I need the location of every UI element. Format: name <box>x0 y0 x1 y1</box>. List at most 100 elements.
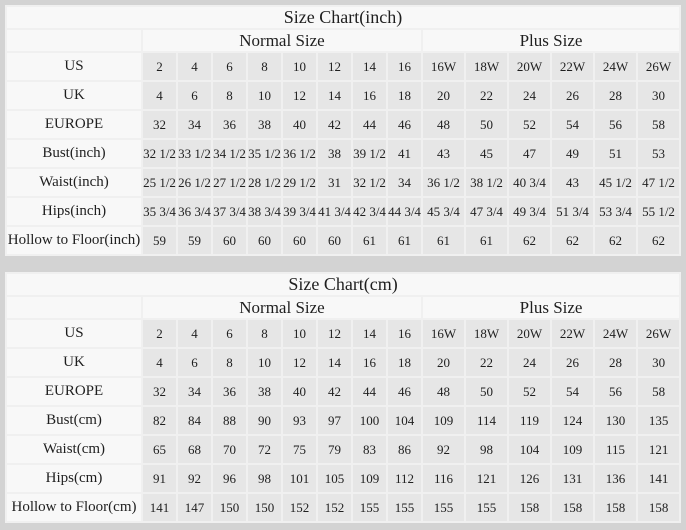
plus-size-value: 126 <box>509 465 550 492</box>
plus-size-value: 114 <box>466 407 507 434</box>
normal-size-value: 14 <box>318 82 351 109</box>
normal-size-value: 88 <box>213 407 246 434</box>
row-label: Waist(cm) <box>7 436 141 463</box>
normal-size-value: 2 <box>143 53 176 80</box>
table-body: US 2 4 6 8 10 12 14 16 16W 18W 20W 22W 24W 26W UK 4 6 8 10 1… <box>7 53 679 254</box>
plus-size-value: 26W <box>638 53 679 80</box>
plus-size-value: 26W <box>638 320 680 347</box>
table-row: US 2 4 6 8 10 12 14 16 16W 18W 20W 22W 24W 26W <box>7 320 680 347</box>
plus-size-value: 98 <box>466 436 507 463</box>
plus-size-value: 119 <box>509 407 550 434</box>
normal-size-value: 150 <box>213 494 246 521</box>
normal-size-value: 61 <box>388 227 421 254</box>
normal-size-value: 44 <box>353 111 386 138</box>
title-row: Size Chart(cm) <box>7 274 680 295</box>
plus-size-value: 26 <box>552 82 593 109</box>
normal-size-value: 152 <box>283 494 316 521</box>
plus-size-value: 116 <box>423 465 464 492</box>
table-row: Hips(cm) 91 92 96 98 101 105 109 112 116 121 126 131… <box>7 465 680 492</box>
normal-size-value: 6 <box>213 53 246 80</box>
row-label: Hips(cm) <box>7 465 141 492</box>
title-row: Size Chart(inch) <box>7 7 679 28</box>
plus-size-value: 45 3/4 <box>423 198 464 225</box>
normal-size-value: 12 <box>283 349 316 376</box>
normal-size-value: 36 <box>213 378 246 405</box>
plus-size-value: 22 <box>466 82 507 109</box>
plus-size-value: 155 <box>423 494 464 521</box>
normal-size-value: 29 1/2 <box>283 169 316 196</box>
normal-size-value: 36 3/4 <box>178 198 211 225</box>
plus-size-value: 55 1/2 <box>638 198 679 225</box>
normal-size-value: 12 <box>318 53 351 80</box>
normal-size-value: 84 <box>178 407 211 434</box>
row-label: US <box>7 53 141 80</box>
normal-size-value: 59 <box>143 227 176 254</box>
normal-size-value: 32 <box>143 378 176 405</box>
normal-size-value: 6 <box>178 82 211 109</box>
table-row: EUROPE 32 34 36 38 40 42 44 46 48 50 52 54 56 58 <box>7 111 679 138</box>
normal-size-value: 34 <box>388 169 421 196</box>
normal-size-value: 10 <box>283 320 316 347</box>
normal-size-value: 100 <box>353 407 386 434</box>
normal-size-value: 90 <box>248 407 281 434</box>
normal-size-value: 14 <box>353 320 386 347</box>
normal-size-value: 152 <box>318 494 351 521</box>
plus-size-value: 30 <box>638 82 679 109</box>
table-row: EUROPE 32 34 36 38 40 42 44 46 48 50 52 54 56 58 <box>7 378 680 405</box>
normal-size-value: 82 <box>143 407 176 434</box>
plus-size-value: 50 <box>466 378 507 405</box>
normal-size-value: 83 <box>353 436 386 463</box>
group-header-normal-size: Normal Size <box>143 30 421 51</box>
normal-size-value: 32 1/2 <box>143 140 176 167</box>
normal-size-value: 46 <box>388 111 421 138</box>
normal-size-value: 38 <box>248 111 281 138</box>
normal-size-value: 147 <box>178 494 211 521</box>
plus-size-value: 16W <box>423 53 464 80</box>
group-header-plus-size: Plus Size <box>423 30 679 51</box>
plus-size-value: 47 3/4 <box>466 198 507 225</box>
normal-size-value: 42 3/4 <box>353 198 386 225</box>
plus-size-value: 131 <box>552 465 593 492</box>
row-label: EUROPE <box>7 111 141 138</box>
plus-size-value: 158 <box>552 494 593 521</box>
normal-size-value: 150 <box>248 494 281 521</box>
normal-size-value: 27 1/2 <box>213 169 246 196</box>
normal-size-value: 86 <box>388 436 421 463</box>
normal-size-value: 72 <box>248 436 281 463</box>
row-label: EUROPE <box>7 378 141 405</box>
normal-size-value: 42 <box>318 111 351 138</box>
normal-size-value: 6 <box>213 320 246 347</box>
normal-size-value: 68 <box>178 436 211 463</box>
group-header-row: Normal Size Plus Size <box>7 297 680 318</box>
plus-size-value: 158 <box>595 494 636 521</box>
plus-size-value: 43 <box>423 140 464 167</box>
plus-size-value: 62 <box>595 227 636 254</box>
normal-size-value: 33 1/2 <box>178 140 211 167</box>
plus-size-value: 18W <box>466 320 507 347</box>
normal-size-value: 2 <box>143 320 176 347</box>
normal-size-value: 10 <box>283 53 316 80</box>
plus-size-value: 135 <box>638 407 680 434</box>
normal-size-value: 91 <box>143 465 176 492</box>
normal-size-value: 16 <box>353 349 386 376</box>
plus-size-value: 22W <box>552 53 593 80</box>
table-row: Bust(inch) 32 1/2 33 1/2 34 1/2 35 1/2 36 1/2… <box>7 140 679 167</box>
plus-size-value: 47 <box>509 140 550 167</box>
table-row: Hollow to Floor(cm) 141 147 150 150 152 152 155… <box>7 494 680 521</box>
normal-size-value: 60 <box>213 227 246 254</box>
row-label: US <box>7 320 141 347</box>
normal-size-value: 42 <box>318 378 351 405</box>
plus-size-value: 22W <box>552 320 593 347</box>
normal-size-value: 12 <box>283 82 316 109</box>
normal-size-value: 14 <box>318 349 351 376</box>
normal-size-value: 32 <box>143 111 176 138</box>
table-row: Hips(inch) 35 3/4 36 3/4 37 3/4 38 3/4 39 3/4… <box>7 198 679 225</box>
plus-size-value: 28 <box>595 82 636 109</box>
normal-size-value: 10 <box>248 82 281 109</box>
normal-size-value: 75 <box>283 436 316 463</box>
table-body: US 2 4 6 8 10 12 14 16 16W 18W 20W 22W 24W 26W UK 4 6 8 10 1… <box>7 320 680 521</box>
normal-size-value: 38 3/4 <box>248 198 281 225</box>
normal-size-value: 34 <box>178 111 211 138</box>
row-label: Waist(inch) <box>7 169 141 196</box>
normal-size-value: 101 <box>283 465 316 492</box>
